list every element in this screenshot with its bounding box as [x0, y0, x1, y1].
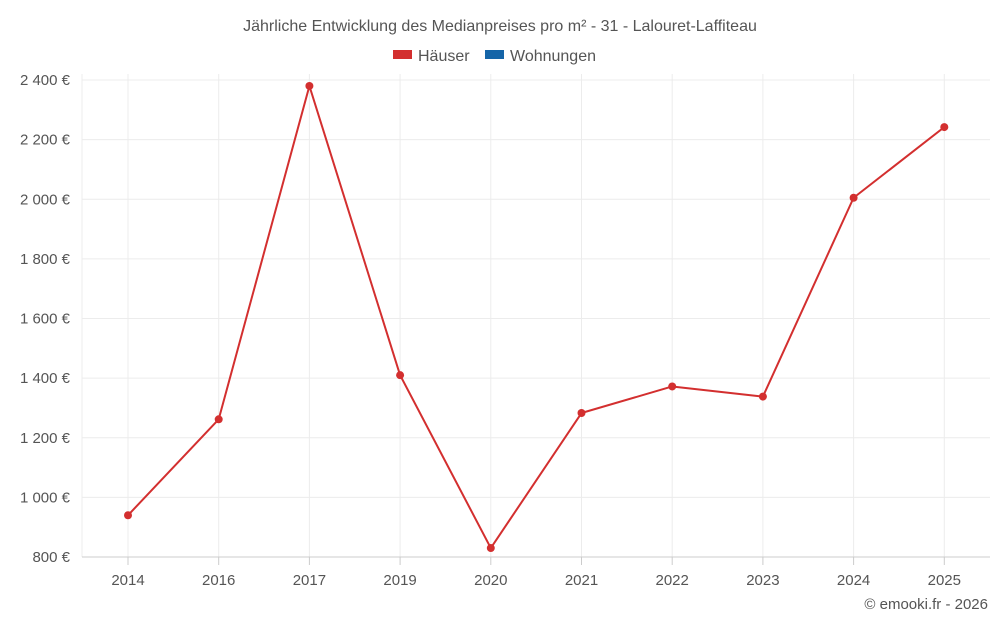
y-tick-label: 2 000 €: [20, 191, 71, 208]
y-tick-label: 1 800 €: [20, 251, 71, 268]
data-point-hauser[interactable]: [124, 511, 132, 520]
x-tick-label: 2014: [111, 572, 144, 589]
data-point-hauser[interactable]: [758, 392, 767, 401]
x-tick-label: 2024: [837, 572, 870, 589]
x-tick-label: 2016: [202, 572, 235, 589]
x-tick-label: 2019: [383, 572, 416, 589]
legend-item-wohnungen[interactable]: Wohnungen: [485, 48, 596, 65]
series-line-hauser: [127, 84, 945, 550]
y-tick-label: 1 200 €: [20, 430, 71, 447]
legend-label-wohnungen: Wohnungen: [510, 48, 596, 65]
grid: [81, 74, 990, 557]
y-axis: 800 € 1 000 € 1 200 € 1 400 € 1 600 € 1 800 €…: [20, 72, 71, 566]
legend-label-hauser: Häuser: [418, 48, 470, 65]
y-tick-label: 2 400 €: [20, 72, 71, 89]
y-tick-label: 1 400 €: [20, 370, 71, 387]
x-tick-label: 2021: [565, 572, 598, 589]
data-point-hauser[interactable]: [940, 123, 949, 132]
x-tick-label: 2023: [746, 572, 779, 589]
data-point-hauser[interactable]: [214, 415, 223, 424]
data-point-hauser[interactable]: [305, 81, 314, 90]
series-hauser: [124, 81, 949, 553]
credit-text: © emooki.fr - 2026: [864, 596, 988, 613]
y-tick-label: 1 600 €: [20, 311, 71, 328]
data-point-hauser[interactable]: [849, 193, 858, 202]
data-point-hauser[interactable]: [668, 382, 677, 391]
data-point-hauser[interactable]: [577, 409, 586, 418]
legend-item-hauser[interactable]: Häuser: [393, 48, 470, 65]
y-tick-label: 800 €: [32, 549, 70, 566]
legend: Häuser Wohnungen: [393, 48, 596, 65]
legend-swatch-hauser: [393, 50, 412, 59]
data-point-hauser[interactable]: [486, 544, 495, 553]
x-axis: 2014 2016 2017 2019 2020 2021 2022 2023 2024 2025: [82, 556, 990, 589]
legend-swatch-wohnungen: [485, 50, 504, 59]
y-tick-label: 1 000 €: [20, 489, 71, 506]
x-tick-label: 2025: [928, 572, 961, 589]
data-point-hauser[interactable]: [396, 371, 405, 380]
x-tick-label: 2020: [474, 572, 507, 589]
y-tick-label: 2 200 €: [20, 132, 71, 149]
x-tick-label: 2017: [293, 572, 326, 589]
x-tick-label: 2022: [656, 572, 689, 589]
chart-title: Jährliche Entwicklung des Medianpreises …: [243, 18, 757, 35]
